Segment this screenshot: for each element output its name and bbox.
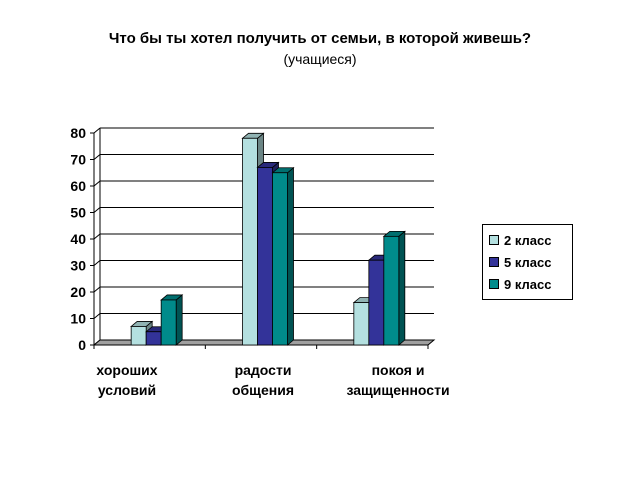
bar-front: [242, 137, 258, 346]
gridline-side: [93, 180, 101, 187]
gridline-side: [93, 207, 101, 213]
y-tick-label: 50: [70, 205, 86, 221]
bar-side: [287, 166, 294, 346]
legend-label: 5 класс: [504, 254, 552, 270]
gridline-side: [93, 260, 101, 266]
bar-front: [257, 167, 273, 346]
bar-front: [272, 172, 288, 346]
y-tick-labels: 0 10 20 30 40 50 60 70 80: [70, 125, 94, 353]
legend-label: 2 класс: [504, 232, 552, 248]
y-tick-label: 10: [70, 311, 86, 327]
bar-front: [368, 259, 385, 346]
bar: [271, 166, 295, 346]
x-tick-label: радости общения: [231, 362, 295, 398]
bar-front: [145, 331, 162, 346]
chart-subtitle: (учащиеся): [283, 51, 357, 67]
x-tick-label: хороших условий: [96, 362, 158, 398]
legend: 2 класс 5 класс 9 класс: [482, 224, 573, 300]
gridline-side: [93, 313, 101, 319]
bar: [382, 230, 406, 346]
y-tick-label: 30: [70, 258, 86, 274]
gridline-side: [93, 286, 101, 293]
gridline-side: [93, 233, 101, 240]
bar-front: [130, 326, 147, 346]
bar-side: [175, 294, 183, 346]
y-tick-label: 70: [70, 152, 86, 168]
bar-front: [353, 302, 370, 346]
bar-front: [383, 235, 400, 346]
gridline-side: [93, 127, 101, 134]
bars: [130, 132, 406, 346]
bar: [160, 294, 184, 346]
legend-item-2-klass: 2 класс: [489, 229, 572, 251]
legend-swatch: [489, 257, 499, 267]
legend-swatch: [489, 279, 499, 289]
x-tick-label: покоя и защищенности: [346, 362, 450, 398]
legend-label: 9 класс: [504, 276, 552, 292]
legend-item-9-klass: 9 класс: [489, 273, 572, 295]
y-tick-label: 40: [70, 231, 86, 247]
y-tick-label: 20: [70, 284, 86, 300]
legend-item-5-klass: 5 класс: [489, 251, 572, 273]
gridline-side: [93, 154, 101, 160]
y-tick-label: 60: [70, 178, 86, 194]
y-tick-label: 80: [70, 125, 86, 141]
y-tick-label: 0: [78, 337, 86, 353]
bar-front: [160, 299, 177, 346]
legend-swatch: [489, 235, 499, 245]
bar-side: [398, 230, 406, 346]
chart-title: Что бы ты хотел получить от семьи, в кот…: [108, 30, 532, 47]
